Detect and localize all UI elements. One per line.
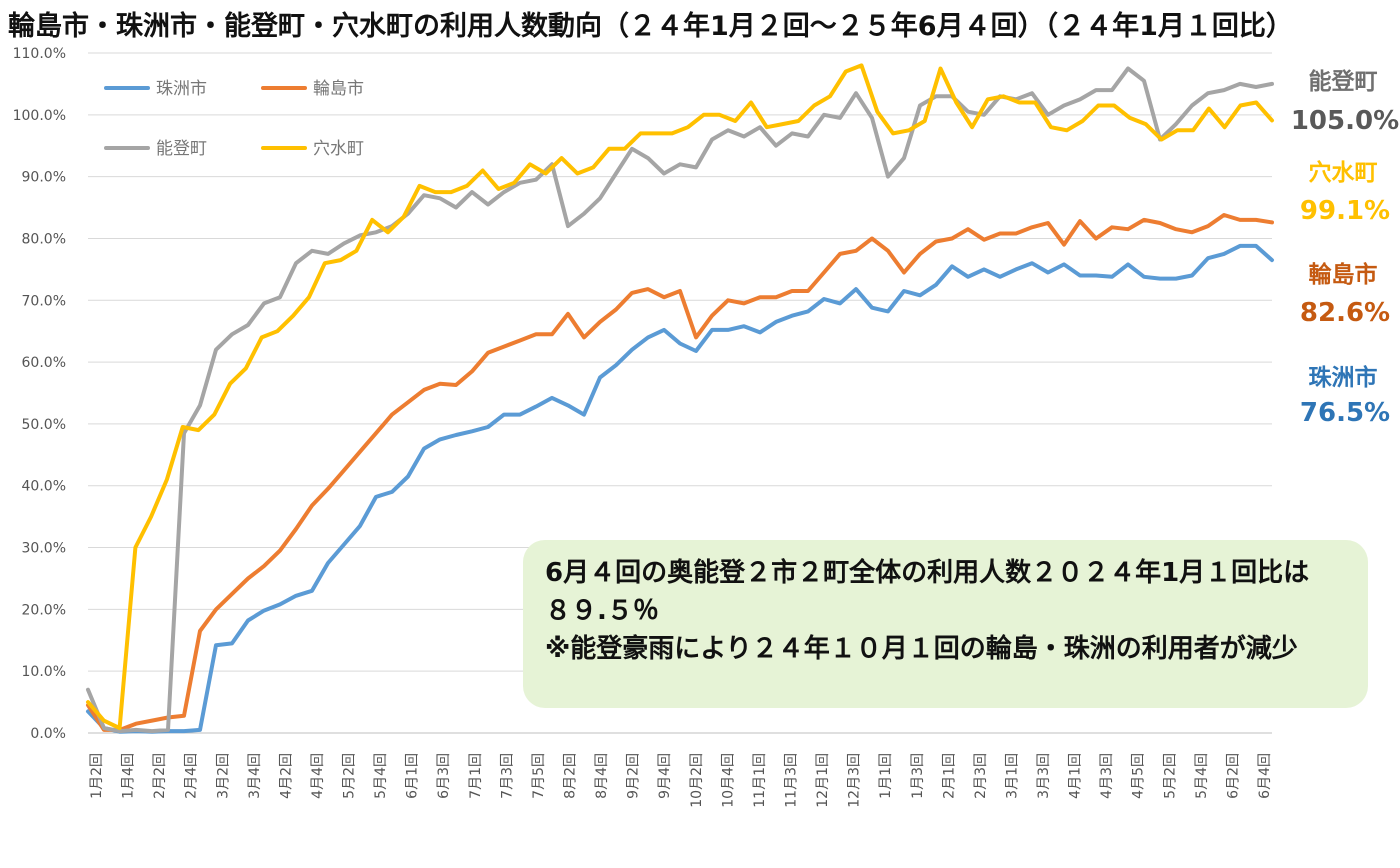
end-label-value: 76.5% [1299,398,1391,428]
x-tick-label: 7月1回 [468,753,484,799]
x-tick-label: 9月2回 [626,753,642,799]
x-tick-label: 4月5回 [1131,753,1147,799]
legend-label: 穴水町 [313,139,364,159]
y-tick-label: 0.0% [30,726,66,742]
end-label-name: 能登町 [1308,69,1378,95]
x-tick-label: 7月3回 [499,753,515,799]
x-tick-label: 4月2回 [278,753,294,799]
annotation-box: 6月４回の奥能登２市２町全体の利用人数２０２４年1月１回比は ８９.５％ ※能登… [523,540,1368,708]
x-tick-label: 5月4回 [373,753,389,799]
x-tick-label: 3月1回 [1004,753,1020,799]
annotation-line: ８９.５％ [545,596,659,626]
x-tick-label: 5月2回 [1162,753,1178,799]
x-tick-label: 12月3回 [847,753,863,808]
x-tick-label: 10月2回 [689,753,705,808]
annotation-line: 6月４回の奥能登２市２町全体の利用人数２０２４年1月１回比は [545,558,1310,588]
legend-label: 輪島市 [313,79,364,99]
x-tick-label: 6月4回 [1257,753,1273,799]
x-tick-label: 1月3回 [910,753,926,799]
series-line [86,243,1274,734]
end-label-name: 輪島市 [1308,262,1378,288]
x-tick-label: 8月4回 [594,753,610,799]
x-tick-label: 11月3回 [783,753,799,808]
x-tick-label: 8月2回 [563,753,579,799]
x-tick-label: 2月1回 [941,753,957,799]
series-line [86,213,1274,732]
legend-label: 能登町 [156,139,207,159]
x-tick-label: 2月3回 [973,753,989,799]
y-tick-label: 40.0% [22,479,66,495]
y-tick-label: 80.0% [22,231,66,247]
series-line [86,63,1274,731]
y-tick-label: 50.0% [22,417,66,433]
x-axis-ticks: 1月2回 1月4回 2月2回 2月4回 3月2回 3月4回 4月2回 4月4回 5月2回 5月4回… [89,753,1273,808]
x-tick-label: 2月4回 [184,753,200,799]
x-tick-label: 7月5回 [531,753,547,799]
x-tick-label: 6月2回 [1225,753,1241,799]
x-tick-label: 4月1回 [1068,753,1084,799]
x-tick-label: 5月4回 [1194,753,1210,799]
x-tick-label: 1月1回 [878,753,894,799]
x-tick-label: 1月2回 [89,753,105,799]
chart-title: 輪島市・珠洲市・能登町・穴水町の利用人数動向（２４年1月２回～２５年6月４回）（… [8,11,1293,42]
x-tick-label: 3月2回 [215,753,231,799]
y-tick-label: 100.0% [13,108,66,124]
end-label-value: 82.6% [1299,298,1391,328]
y-tick-label: 110.0% [13,46,66,62]
x-tick-label: 3月4回 [247,753,263,799]
x-tick-label: 12月1回 [815,753,831,808]
x-tick-label: 5月2回 [342,753,358,799]
series-lines [86,63,1274,734]
x-tick-label: 11月1回 [752,753,768,808]
x-tick-label: 3月3回 [1036,753,1052,799]
y-axis-ticks: 0.0% 10.0% 20.0% 30.0% 40.0% 50.0% 60.0% 70.0% 8… [13,46,66,742]
end-label-name: 珠洲市 [1308,365,1378,391]
y-tick-label: 60.0% [22,355,66,371]
y-tick-label: 30.0% [22,541,66,557]
y-tick-label: 10.0% [22,664,66,680]
end-label-value: 99.1% [1299,196,1391,226]
series-line [86,66,1274,734]
y-tick-label: 20.0% [22,602,66,618]
x-tick-label: 10月4回 [720,753,736,808]
x-tick-label: 9月4回 [657,753,673,799]
y-tick-label: 90.0% [22,170,66,186]
end-label-value: 105.0% [1290,106,1400,136]
end-label-name: 穴水町 [1308,160,1378,186]
y-tick-label: 70.0% [22,293,66,309]
x-tick-label: 4月3回 [1099,753,1115,799]
x-tick-label: 2月2回 [152,753,168,799]
x-tick-label: 6月1回 [405,753,421,799]
annotation-line: ※能登豪雨により２４年１０月１回の輪島・珠洲の利用者が減少 [545,634,1298,664]
x-tick-label: 1月4回 [121,753,137,799]
x-tick-label: 4月4回 [310,753,326,799]
x-tick-label: 6月3回 [436,753,452,799]
legend-label: 珠洲市 [156,79,207,99]
